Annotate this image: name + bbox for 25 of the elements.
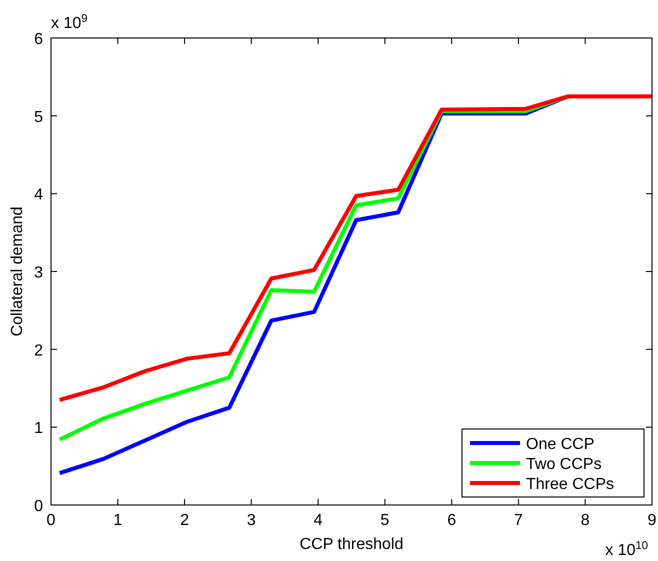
x-tick-label: 5 — [380, 512, 390, 529]
y-axis-title: Collateral demand — [9, 206, 26, 336]
x-tick-label: 7 — [514, 512, 523, 529]
y-tick-label: 6 — [34, 31, 44, 48]
text: x 10$^{9}$ — [51, 13, 88, 32]
x-tick-label: 3 — [246, 512, 256, 529]
x-tick-label: 6 — [447, 512, 456, 529]
y-tick-label: 0 — [34, 498, 44, 515]
x-tick-label: 8 — [580, 512, 590, 529]
text: x 10$^{10}$ — [605, 540, 648, 559]
x-tick-label: 0 — [46, 512, 56, 529]
x-tick-label: 2 — [180, 512, 190, 529]
y-tick-label: 4 — [34, 186, 44, 204]
x-tick-label: 4 — [314, 512, 323, 529]
x-tick-label: 9 — [648, 512, 657, 529]
y-tick-label: 1 — [34, 420, 44, 438]
legend-label: Two CCPs — [526, 456, 602, 473]
x-tick-label: 1 — [113, 512, 122, 529]
legend-label: One CCP — [526, 436, 594, 453]
y-tick-label: 3 — [34, 264, 44, 282]
y-tick-label: 2 — [34, 342, 44, 360]
x-axis-title: CCP threshold — [300, 536, 404, 553]
legend-label: Three CCPs — [526, 476, 614, 493]
y-tick-label: 5 — [34, 108, 44, 126]
line-series — [58, 94, 654, 402]
